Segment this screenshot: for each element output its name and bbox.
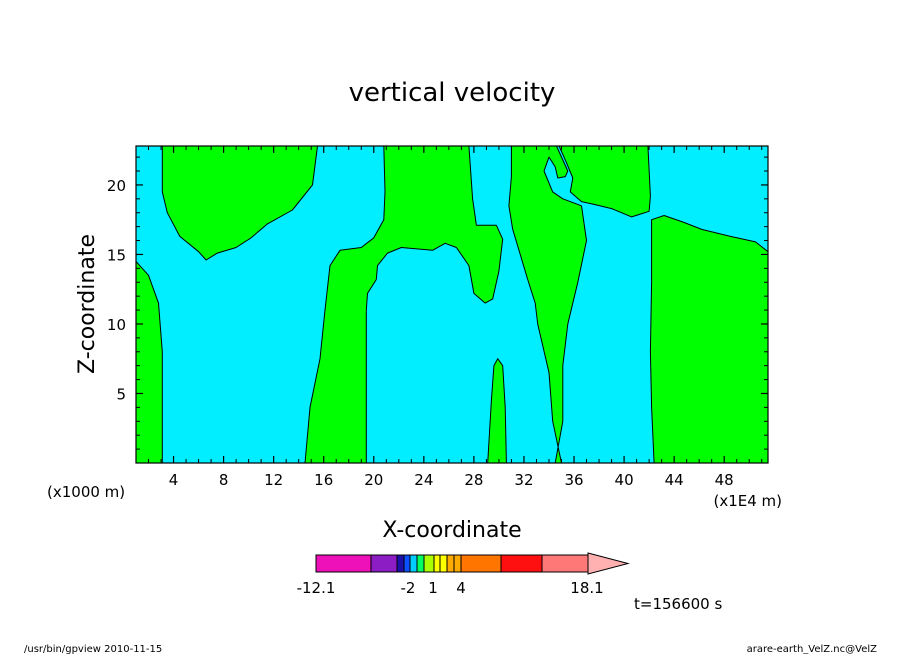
colorbar-segment — [396, 554, 405, 573]
x-tick-label: 4 — [169, 471, 179, 489]
colorbar-segment — [315, 554, 372, 573]
footer-left: /usr/bin/gpview 2010-11-15 — [24, 644, 162, 654]
colorbar-segment — [409, 554, 418, 573]
positive-region-4 — [487, 358, 507, 464]
x-tick-label: 16 — [314, 471, 333, 489]
colorbar-segment — [460, 554, 502, 573]
colorbar-labels: -12.1 -2 1 4 18.1 — [297, 579, 604, 597]
x-tick-label: 8 — [219, 471, 229, 489]
x-tick-label: 40 — [615, 471, 634, 489]
plot-area — [135, 145, 769, 464]
colorbar-segment — [541, 554, 589, 573]
contour-regions — [135, 145, 769, 464]
x-tick-label: 36 — [564, 471, 583, 489]
colorbar-segment — [370, 554, 398, 573]
x-tick-label: 48 — [715, 471, 734, 489]
positive-region-2 — [161, 145, 318, 261]
y-tick-label: 20 — [107, 177, 126, 195]
y-tick-label: 5 — [116, 385, 126, 403]
x-axis-label: X-coordinate — [382, 518, 521, 543]
colorbar-arrow — [587, 552, 630, 575]
colorbar-label-1: 1 — [428, 579, 438, 597]
y-tick-label: 10 — [107, 316, 126, 334]
positive-region-5 — [508, 145, 587, 464]
x-tick-label: 28 — [464, 471, 483, 489]
colorbar-segment — [416, 554, 425, 573]
colorbar — [315, 552, 630, 575]
y-axis-label: Z-coordinate — [75, 234, 100, 374]
colorbar-label-neg2: -2 — [401, 579, 416, 597]
x-tick-label: 24 — [414, 471, 433, 489]
x-tick-label: 20 — [364, 471, 383, 489]
plot-frame — [135, 145, 769, 464]
x-tick-labels: 4 8 12 16 20 24 28 32 36 40 44 48 — [169, 471, 734, 489]
colorbar-segment — [403, 554, 411, 573]
y-tick-labels: 5 10 15 20 — [107, 177, 126, 404]
x-tick-label: 32 — [514, 471, 533, 489]
colorbar-label-min: -12.1 — [297, 579, 336, 597]
colorbar-label-4: 4 — [456, 579, 466, 597]
colorbar-segment — [500, 554, 543, 573]
colorbar-segment — [439, 554, 448, 573]
x-unit-label: (x1000 m) — [47, 483, 125, 501]
colorbar-segment — [433, 554, 441, 573]
colorbar-segment — [423, 554, 435, 573]
chart-title: vertical velocity — [349, 78, 556, 108]
footer-right: arare-earth_VelZ.nc@VelZ — [747, 644, 878, 654]
colorbar-label-max: 18.1 — [570, 579, 603, 597]
x-scale-note: (x1E4 m) — [713, 492, 782, 510]
positive-region-7 — [649, 215, 769, 464]
colorbar-segment — [446, 554, 455, 573]
x-tick-label: 12 — [264, 471, 283, 489]
time-label: t=156600 s — [634, 595, 722, 613]
x-tick-label: 44 — [665, 471, 684, 489]
positive-region-6 — [558, 145, 651, 218]
axis-ticks — [135, 146, 768, 463]
y-tick-label: 15 — [107, 246, 126, 264]
positive-region-3 — [304, 145, 504, 464]
colorbar-segment — [453, 554, 462, 573]
